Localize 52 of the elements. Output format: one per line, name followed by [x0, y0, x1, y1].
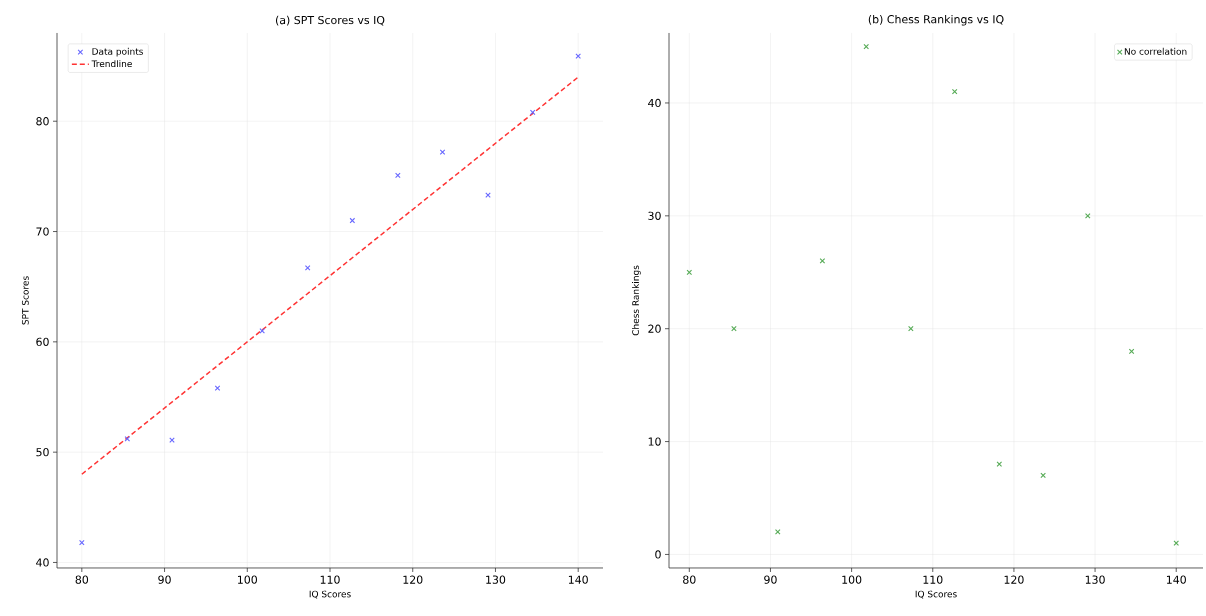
y-axis-title: Chess Rankings [632, 265, 641, 336]
point [349, 217, 356, 224]
point [1040, 472, 1046, 479]
point [908, 325, 914, 332]
y-tick-label: 20 [648, 324, 661, 333]
point [395, 172, 401, 179]
y-tick-label: 60 [36, 337, 49, 346]
point [124, 436, 131, 442]
x-tick-label: 140 [1166, 575, 1186, 584]
x-tick-label: 110 [923, 575, 943, 584]
chart-title: (b) Chess Rankings vs IQ [868, 14, 1004, 26]
x-tick-label: 130 [486, 575, 506, 584]
point [485, 192, 491, 198]
x-tick-label: 100 [238, 575, 257, 584]
x-tick-label: 80 [683, 575, 696, 584]
x-tick-label: 110 [320, 575, 340, 584]
y-tick-label: 80 [36, 117, 49, 126]
x-tick-label: 140 [568, 575, 588, 584]
y-tick-label: 50 [36, 448, 49, 457]
x-tick-label: 120 [403, 575, 423, 584]
point [996, 461, 1003, 467]
point [439, 149, 446, 155]
chart-title: (a) SPT Scores vs IQ [275, 15, 385, 26]
y-axis-title: SPT Scores [21, 276, 29, 325]
x-tick-label: 120 [1004, 575, 1024, 584]
point [214, 385, 221, 391]
y-tick-label: 10 [648, 437, 661, 446]
point [774, 529, 781, 535]
x-tick-label: 90 [764, 575, 777, 584]
x-axis-title: IQ Scores [915, 590, 957, 599]
legend-label: Data points [92, 47, 143, 57]
legend-label: No correlation [1124, 47, 1187, 55]
legend-label: Trendline [91, 60, 132, 68]
point [1128, 348, 1135, 355]
x-tick-label: 80 [75, 575, 89, 584]
y-tick-label: 30 [648, 211, 661, 220]
point [79, 539, 85, 546]
y-tick-label: 0 [655, 550, 661, 559]
point [529, 109, 536, 116]
point [951, 88, 958, 95]
point [304, 265, 311, 271]
point [863, 43, 870, 50]
y-tick-label: 40 [648, 98, 661, 108]
point [686, 269, 693, 276]
x-tick-label: 100 [842, 575, 862, 584]
x-tick-label: 130 [1085, 575, 1105, 584]
y-tick-label: 70 [36, 227, 49, 236]
point [731, 325, 737, 332]
point [819, 258, 826, 264]
x-tick-label: 90 [158, 575, 171, 584]
x-axis-title: IQ Scores [309, 590, 351, 599]
y-tick-label: 40 [36, 558, 49, 567]
